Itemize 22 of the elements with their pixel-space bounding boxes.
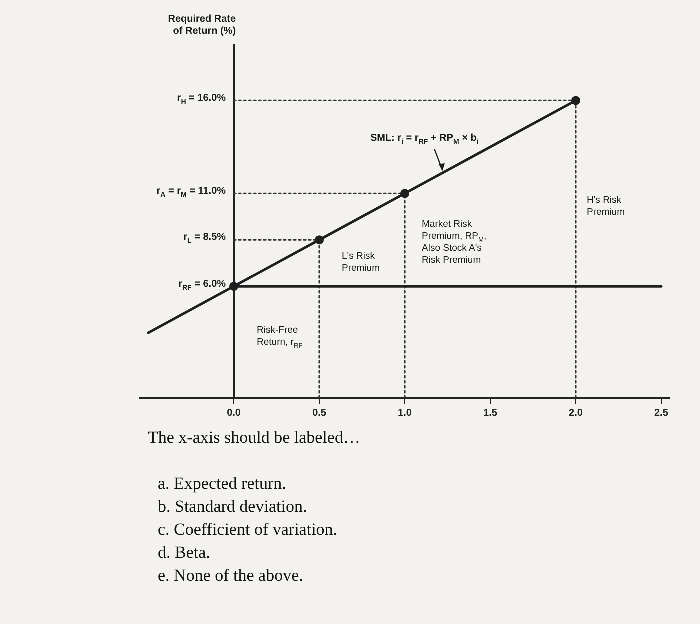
text: e. None of the above. [158, 566, 304, 586]
x-tick-label: 0.5 [312, 408, 327, 419]
x-tick-label: 0.0 [227, 408, 242, 419]
x-tick-label: 2.0 [569, 408, 584, 419]
x-tick-label: 1.0 [398, 408, 412, 419]
annotation: SML: r$_{i}$ = r$_{RF}$ + RP$_{M}$ × b$_{i}$ [370, 133, 479, 146]
y-tick-label: r$_{A}$ = r$_{M}$ = 11.0% [156, 186, 226, 199]
x-tick-label: 2.5 [654, 408, 669, 419]
y-tick-label: r$_{RF}$ = 6.0% [178, 278, 226, 292]
text: b. Standard deviation. [158, 497, 308, 517]
annotation: H's Risk Premium [587, 195, 626, 219]
annotation: Risk-Free Return, r$_{RF}$ [257, 325, 304, 350]
text: c. Coefficient of variation. [158, 520, 339, 540]
y-axis-title: Required Rate of Return (%) [167, 14, 236, 38]
annotation: Market Risk Premium, RP$_{M}$, Also Stock A's Risk Premium [422, 219, 488, 267]
x-tick-label: 1.5 [484, 408, 498, 419]
y-tick-label: r$_{L}$ = 8.5% [184, 232, 226, 246]
text: The x-axis should be labeled… [148, 428, 360, 448]
annotation: L's Risk Premium [342, 251, 382, 275]
text: a. Expected return. [158, 474, 288, 494]
text: d. Beta. [158, 543, 212, 563]
y-tick-label: r$_{H}$ = 16.0% [177, 92, 226, 106]
